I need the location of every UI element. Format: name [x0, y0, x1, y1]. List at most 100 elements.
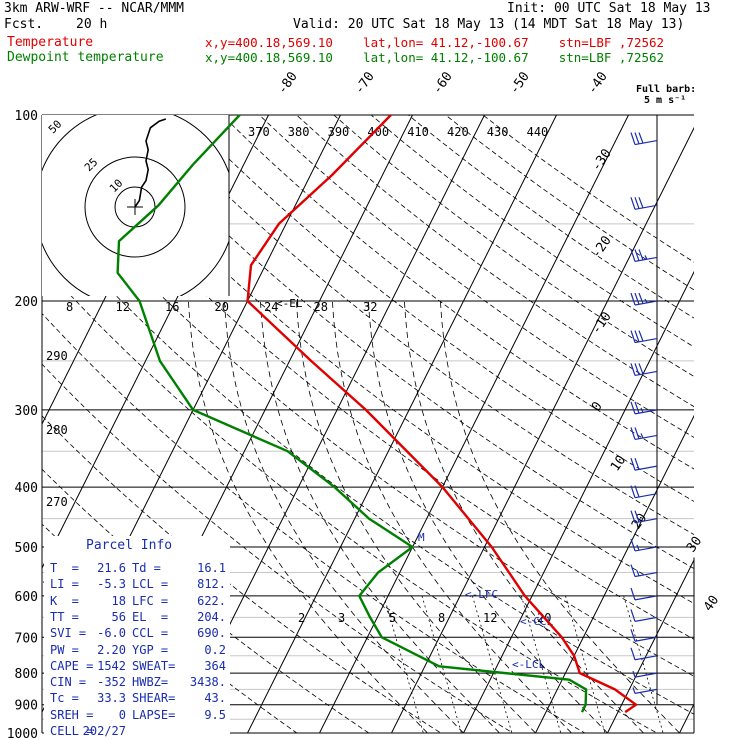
temperature-legend: Temperature — [7, 35, 94, 50]
theta-e-label-390: 390 — [328, 125, 350, 139]
parcel-info-value: 2.20 — [97, 642, 126, 657]
mixing-ratio-line — [520, 595, 562, 733]
wind-barb-850 — [632, 687, 658, 694]
barb-flag — [638, 197, 644, 209]
barb-flag — [630, 647, 636, 660]
isotherm-label--50: -50 — [507, 69, 533, 97]
mixing-ratio-line — [421, 595, 462, 733]
hodo-speed-label-24: 24 — [264, 300, 278, 314]
wind-barb-330 — [630, 427, 658, 441]
parcel-info-label: CCL = — [132, 626, 169, 641]
wind-barb-110 — [630, 132, 658, 146]
parcel-info-label: LAPSE= — [132, 707, 176, 722]
isotherm-label--10: -10 — [589, 309, 615, 337]
parcel-info-label: K = — [50, 593, 79, 608]
parcel-info-label: YGP = — [132, 642, 169, 657]
parcel-info-value: -352 — [97, 675, 126, 690]
pressure-tick-1000: 1000 — [7, 727, 38, 740]
pressure-tick-200: 200 — [15, 295, 38, 310]
barb-flag — [634, 510, 640, 523]
dewpoint-legend: Dewpoint temperature — [7, 50, 164, 65]
barb-flag — [634, 330, 640, 343]
parcel-info-label: LFC = — [132, 593, 169, 608]
barb-note-line1: Full barb: — [636, 84, 697, 95]
hodo-speed-label-12: 12 — [116, 300, 130, 314]
pressure-tick-100: 100 — [15, 109, 38, 124]
pressure-tick-800: 800 — [15, 667, 38, 682]
sounding-series — [116, 114, 638, 714]
barb-half — [644, 298, 648, 304]
dry-adiabat — [109, 115, 694, 570]
barb-half — [636, 570, 640, 577]
barb-staff — [634, 688, 658, 694]
parcel-info-value: 690. — [197, 626, 226, 641]
barb-flag — [630, 609, 636, 622]
barb-flag — [638, 249, 644, 261]
isotherm — [318, 115, 630, 733]
dry-adiabat — [42, 122, 694, 640]
fcst-value: 20 h — [76, 17, 108, 32]
parcel-info-value: 43. — [204, 691, 226, 706]
dry-adiabat — [221, 115, 694, 470]
barb-staff — [634, 616, 658, 622]
barb-flag — [630, 457, 636, 471]
dry-adiabat — [42, 215, 694, 715]
barb-flag — [638, 132, 644, 144]
parcel-info-label: SVI = — [50, 626, 87, 641]
isotherm — [0, 55, 10, 740]
dry-adiabat — [42, 312, 586, 733]
model-title: 3km ARW-WRF -- NCAR/MMM — [4, 1, 185, 16]
lfc-marker: <-LFC — [465, 588, 498, 601]
barb-flag — [630, 330, 636, 343]
isotherm-label--70: -70 — [352, 69, 378, 97]
parcel-info-panel: Parcel Info T = 21.6 Td = 16.1 LI = -5.3 LCL =… — [44, 536, 230, 738]
theta-e-label-440: 440 — [527, 125, 549, 139]
parcel-info-label: Td = — [132, 561, 161, 575]
wind-barb-650 — [630, 609, 658, 622]
barb-flag — [638, 363, 644, 375]
mixing-ratio-line — [565, 595, 606, 733]
barb-staff — [634, 636, 658, 642]
dry-adiabat-label-270: 270 — [46, 495, 68, 509]
isotherm-label-10: 10 — [608, 453, 629, 474]
wind-barb-800 — [632, 670, 658, 678]
pressure-tick-300: 300 — [15, 404, 38, 419]
dry-adiabat — [42, 263, 658, 733]
parcel-info-value: -6.0 — [97, 626, 126, 641]
parcel-info-label: T = — [50, 561, 79, 575]
barb-half — [640, 407, 644, 413]
barb-flag — [630, 197, 636, 210]
parcel-info-label: LI = — [50, 577, 79, 592]
hodograph-trace — [134, 118, 167, 208]
isotherm-label--20: -20 — [589, 233, 615, 261]
barb-flag — [630, 363, 636, 376]
parcel-info-label: SREH = — [50, 707, 94, 722]
init-time: Init: 00 UTC Sat 18 May 13 — [507, 1, 711, 16]
parcel-info-value: 9.5 — [204, 707, 226, 722]
parcel-info-value: -5.3 — [97, 577, 126, 592]
mixing-ratio-label-3: 3 — [338, 611, 345, 625]
barb-note-line2: 5 m s⁻¹ — [644, 95, 687, 106]
parcel-info-value: 812. — [197, 577, 226, 592]
mixing-ratio-line — [472, 595, 513, 733]
theta-e-label-420: 420 — [447, 125, 469, 139]
isotherm-label-30: 30 — [684, 534, 705, 555]
wind-barb-140 — [630, 197, 658, 210]
parcel-info-value: 204. — [197, 609, 226, 624]
wind-barb-260 — [630, 363, 658, 377]
barb-staff — [634, 595, 658, 601]
dry-adiabat — [42, 168, 694, 677]
isotherm — [606, 558, 694, 733]
parcel-info-label: SHEAR= — [132, 691, 176, 706]
barb-flag — [638, 292, 644, 304]
wind-barb-750 — [630, 647, 658, 661]
barb-flag — [634, 401, 640, 414]
el-marker: <-EL — [276, 297, 303, 310]
valid-time: Valid: 20 UTC Sat 18 May 13 (14 MDT Sat … — [293, 17, 685, 32]
barb-flag — [630, 401, 636, 415]
parcel-info-value: 3438. — [189, 675, 226, 690]
